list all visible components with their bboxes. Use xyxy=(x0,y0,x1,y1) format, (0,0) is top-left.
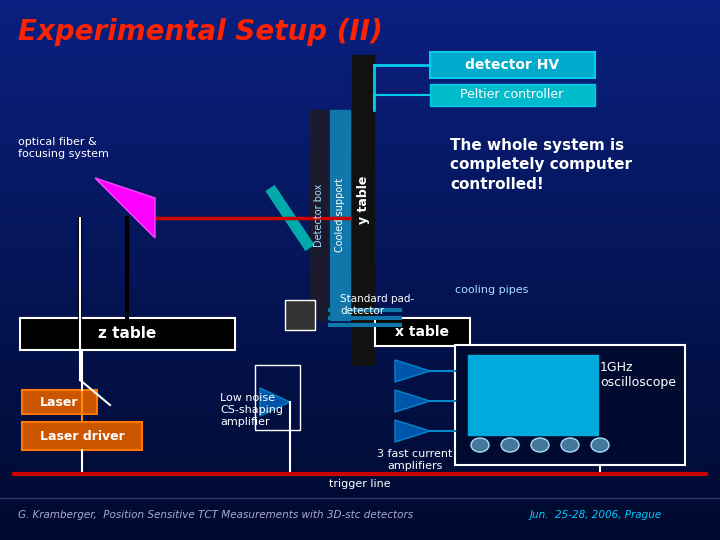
FancyBboxPatch shape xyxy=(22,422,142,450)
Text: optical fiber &
focusing system: optical fiber & focusing system xyxy=(18,137,109,159)
Text: The whole system is
completely computer
controlled!: The whole system is completely computer … xyxy=(450,138,632,192)
Text: Standard pad-
detector: Standard pad- detector xyxy=(340,294,414,316)
Text: Peltier controller: Peltier controller xyxy=(460,89,564,102)
FancyBboxPatch shape xyxy=(285,300,315,330)
FancyBboxPatch shape xyxy=(22,390,97,414)
Text: trigger line: trigger line xyxy=(329,479,391,489)
FancyBboxPatch shape xyxy=(375,318,470,346)
Polygon shape xyxy=(260,388,290,416)
Text: 3 fast current
amplifiers: 3 fast current amplifiers xyxy=(377,449,453,471)
Text: Laser: Laser xyxy=(40,395,78,408)
Text: G. Kramberger,  Position Sensitive TCT Measurements with 3D-stc detectors: G. Kramberger, Position Sensitive TCT Me… xyxy=(18,510,413,520)
Ellipse shape xyxy=(531,438,549,452)
Ellipse shape xyxy=(471,438,489,452)
Text: z table: z table xyxy=(98,327,156,341)
Text: Detector box: Detector box xyxy=(314,183,324,247)
FancyBboxPatch shape xyxy=(310,110,328,320)
Text: Jun.  25-28, 2006, Prague: Jun. 25-28, 2006, Prague xyxy=(530,510,662,520)
Text: Low noise
CS-shaping
amplifier: Low noise CS-shaping amplifier xyxy=(220,394,283,427)
Polygon shape xyxy=(395,390,430,412)
Text: x table: x table xyxy=(395,325,449,339)
Polygon shape xyxy=(95,178,155,238)
FancyBboxPatch shape xyxy=(20,318,235,350)
Ellipse shape xyxy=(561,438,579,452)
Polygon shape xyxy=(395,420,430,442)
Text: Experimental Setup (II): Experimental Setup (II) xyxy=(18,18,383,46)
Text: Laser driver: Laser driver xyxy=(40,429,125,442)
FancyBboxPatch shape xyxy=(430,52,595,78)
Polygon shape xyxy=(395,360,430,382)
FancyBboxPatch shape xyxy=(430,84,595,106)
FancyBboxPatch shape xyxy=(468,355,598,435)
FancyBboxPatch shape xyxy=(352,55,374,365)
Text: detector HV: detector HV xyxy=(465,58,559,72)
FancyBboxPatch shape xyxy=(455,345,685,465)
FancyBboxPatch shape xyxy=(330,110,350,320)
Ellipse shape xyxy=(591,438,609,452)
Ellipse shape xyxy=(501,438,519,452)
Text: y table: y table xyxy=(356,176,369,224)
Text: Cooled support: Cooled support xyxy=(335,178,345,252)
Text: 1GHz
oscilloscope: 1GHz oscilloscope xyxy=(600,361,676,389)
Text: cooling pipes: cooling pipes xyxy=(455,285,528,295)
